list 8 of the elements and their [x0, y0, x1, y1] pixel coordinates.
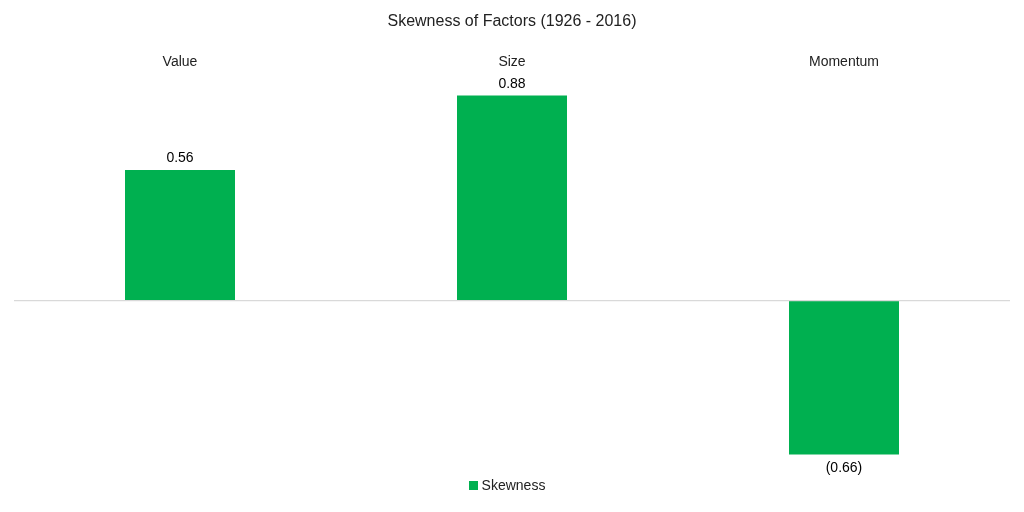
chart-title: Skewness of Factors (1926 - 2016) [386, 11, 638, 31]
data-label: 0.56 [166, 149, 194, 166]
data-label: 0.88 [498, 74, 526, 91]
legend-label: Skewness [481, 477, 546, 493]
data-label: (0.66) [825, 459, 863, 476]
x-tick-label: Size [498, 53, 526, 69]
x-tick-label: Momentum [808, 53, 880, 69]
x-tick-label: Value [162, 53, 198, 69]
